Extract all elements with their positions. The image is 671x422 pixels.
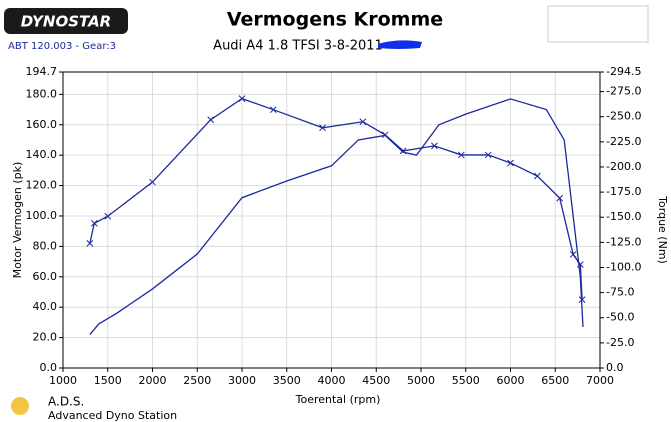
series-line bbox=[89, 97, 583, 300]
x-tick-label: 2500 bbox=[183, 374, 211, 387]
thumbnail bbox=[547, 5, 649, 43]
point-marker bbox=[507, 159, 514, 167]
point-marker bbox=[484, 151, 492, 159]
logo: DYNOSTAR bbox=[21, 13, 111, 31]
point-marker bbox=[104, 212, 112, 220]
y2-tick-label: -75.0 bbox=[606, 286, 634, 299]
y2-tick-label: -25.0 bbox=[606, 336, 634, 349]
y-tick-label: 60.0 bbox=[33, 270, 58, 283]
redaction bbox=[378, 40, 422, 49]
y2-tick-label: -250.0 bbox=[606, 110, 641, 123]
series-line bbox=[89, 98, 584, 335]
point-marker bbox=[457, 151, 465, 159]
y2-tick-label: -50.0 bbox=[606, 311, 634, 324]
run-label: ABT 120.003 - Gear:3 bbox=[8, 41, 116, 52]
x-tick-label: 6000 bbox=[497, 374, 525, 387]
y-tick-label: 0.0 bbox=[40, 361, 58, 374]
y2-tick-label: -175.0 bbox=[606, 185, 641, 198]
chart-title: Vermogens Kromme bbox=[227, 9, 443, 31]
x-tick-label: 3500 bbox=[273, 374, 301, 387]
y2-tick-label: -275.0 bbox=[606, 85, 641, 98]
point-marker bbox=[149, 178, 156, 186]
point-marker bbox=[86, 240, 94, 247]
point-marker bbox=[533, 172, 541, 180]
point-marker bbox=[90, 219, 98, 227]
point-marker bbox=[431, 142, 438, 150]
point-marker bbox=[569, 251, 577, 258]
y-tick-label: 194.7 bbox=[26, 65, 58, 78]
y2-axis-label: Torque (Nm) bbox=[656, 195, 669, 264]
y2-tick-label: -225.0 bbox=[606, 135, 641, 148]
y2-tick-label: -100.0 bbox=[606, 260, 641, 273]
footer-brand: A.D.S. bbox=[48, 395, 84, 409]
point-marker bbox=[238, 95, 246, 102]
point-marker bbox=[207, 116, 215, 124]
plot-frame bbox=[62, 71, 601, 369]
y-tick-label: 100.0 bbox=[26, 209, 58, 222]
y-axis-label: Motor Vermogen (pk) bbox=[11, 162, 24, 279]
x-tick-label: 1500 bbox=[94, 374, 122, 387]
y-tick-label: 20.0 bbox=[33, 331, 58, 344]
ads-logo bbox=[11, 397, 29, 415]
y2-tick-label: -294.5 bbox=[606, 65, 641, 78]
x-tick-label: 1000 bbox=[49, 374, 77, 387]
x-axis-label: Toerental (rpm) bbox=[295, 393, 381, 406]
y-tick-label: 180.0 bbox=[26, 87, 58, 100]
y-tick-label: 160.0 bbox=[26, 118, 58, 131]
x-tick-label: 5000 bbox=[407, 374, 435, 387]
y2-tick-label: 0.0 bbox=[606, 361, 624, 374]
y2-tick-label: -150.0 bbox=[606, 210, 641, 223]
x-tick-label: 6500 bbox=[541, 374, 569, 387]
y-tick-label: 40.0 bbox=[33, 300, 58, 313]
x-tick-label: 3000 bbox=[228, 374, 256, 387]
chart-subtitle: Audi A4 1.8 TFSI 3-8-2011 bbox=[213, 39, 383, 54]
point-marker bbox=[556, 194, 564, 202]
x-tick-label: 4500 bbox=[362, 374, 390, 387]
y-tick-label: 140.0 bbox=[26, 148, 58, 161]
x-tick-label: 2000 bbox=[139, 374, 167, 387]
footer-tagline: Advanced Dyno Station bbox=[48, 409, 177, 422]
x-tick-label: 4000 bbox=[318, 374, 346, 387]
y-tick-label: 120.0 bbox=[26, 179, 58, 192]
x-tick-label: 7000 bbox=[586, 374, 614, 387]
y2-tick-label: -200.0 bbox=[606, 160, 641, 173]
y2-tick-label: -125.0 bbox=[606, 235, 641, 248]
x-tick-label: 5500 bbox=[452, 374, 480, 387]
y-tick-label: 80.0 bbox=[33, 239, 58, 252]
logo-box bbox=[4, 8, 128, 34]
point-marker bbox=[319, 124, 326, 132]
point-marker bbox=[269, 106, 277, 114]
point-marker bbox=[359, 118, 367, 126]
